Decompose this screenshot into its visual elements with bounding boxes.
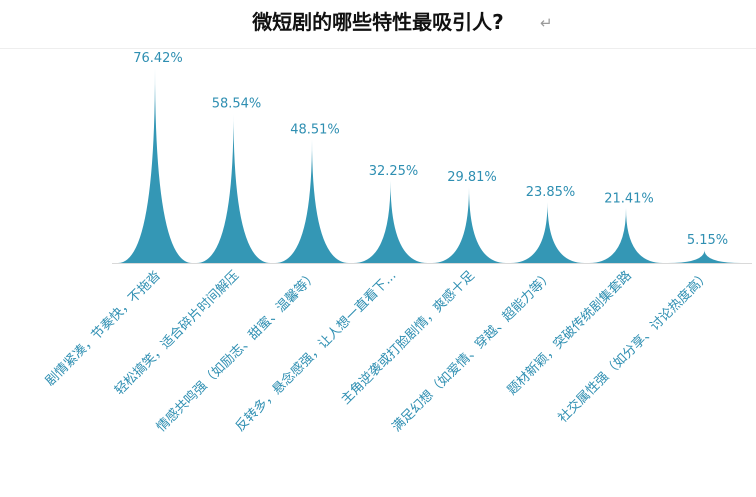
value-label-7: 5.15% [687,233,728,248]
category-label-5: 满足幻想（如爱情、穿越、超能力等） [389,268,557,436]
value-label-3: 32.25% [369,164,419,179]
divider [0,48,756,49]
bar-7 [667,249,742,263]
value-label-2: 48.51% [290,122,340,137]
category-label-6: 题材新颖，突破传统剧集套路 [504,268,635,399]
page-title: 微短剧的哪些特性最吸引人? [252,10,504,34]
value-label-0: 76.42% [133,51,183,66]
category-label-2: 情感共鸣强（如励志、甜蜜、温馨等） [153,268,321,436]
category-label-7: 社交属性强（如分享、讨论热度高） [555,268,713,426]
paragraph-mark-icon: ↵ [540,14,553,32]
bar-6 [589,208,663,263]
category-label-3: 反转多，悬念感强，让人想一直看下... [232,268,399,435]
bar-0 [118,68,192,263]
value-label-4: 29.81% [447,170,497,185]
bar-5 [510,202,585,263]
bar-3 [353,180,428,263]
bar-2 [275,139,349,263]
category-label-1: 轻松搞笑，适合碎片时间解压 [112,268,243,399]
bar-1 [196,113,271,264]
category-label-4: 主角逆袭或打脸剧情，爽感十足 [338,268,478,408]
value-label-5: 23.85% [526,185,576,200]
value-label-6: 21.41% [604,191,654,206]
bar-4 [432,186,506,263]
value-label-1: 58.54% [212,97,262,112]
